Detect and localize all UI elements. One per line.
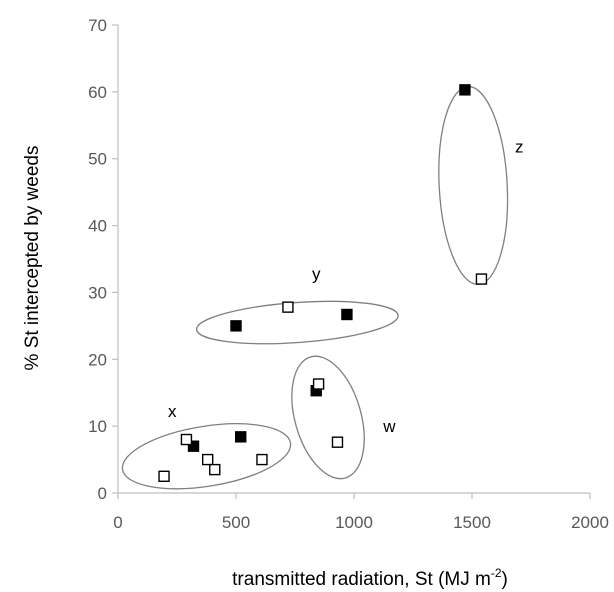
y-tick-label: 60 (88, 83, 107, 102)
x-tick-label: 0 (113, 513, 122, 532)
y-tick-label: 10 (88, 417, 107, 436)
data-points (158, 84, 488, 482)
data-point-open (256, 453, 268, 466)
group-ellipse-x (121, 423, 292, 490)
x-tick-label: 1500 (453, 513, 491, 532)
x-axis-title: transmitted radiation, St (MJ m-2) (232, 566, 508, 590)
group-label-z: z (515, 138, 524, 157)
group-label-y: y (312, 265, 321, 284)
group-ellipses (121, 85, 509, 490)
x-tick-label: 2000 (571, 513, 609, 532)
x-tick-label: 500 (222, 513, 250, 532)
data-point-open (331, 436, 344, 448)
data-point-filled (341, 308, 353, 321)
y-tick-label: 40 (88, 217, 107, 236)
group-ellipse-w (291, 355, 365, 480)
y-tick-label: 50 (88, 150, 107, 169)
y-axis-title: % St intercepted by weeds (22, 146, 43, 371)
y-tick-label: 30 (88, 283, 107, 302)
axes (112, 24, 591, 499)
y-tick-label: 0 (98, 484, 107, 503)
data-point-filled (235, 431, 247, 443)
data-point-open (158, 470, 170, 482)
y-tick-label: 20 (88, 350, 107, 369)
group-labels: x y w z (168, 138, 523, 436)
y-tick-label: 70 (88, 16, 107, 35)
data-point-filled (459, 84, 471, 96)
group-label-x: x (168, 402, 177, 421)
tick-labels: 0 10 20 30 40 50 60 70 0 500 1000 1500 2000 (88, 16, 609, 532)
group-ellipse-y (195, 300, 399, 345)
data-point-open (475, 273, 488, 285)
data-point-filled (230, 320, 242, 332)
data-point-open (282, 301, 294, 313)
data-point-open (312, 378, 325, 390)
group-label-w: w (382, 417, 396, 436)
data-point-open (180, 433, 193, 446)
data-point-open (201, 453, 214, 466)
x-tick-label: 1000 (335, 513, 373, 532)
data-point-open (209, 463, 221, 476)
data-point-filled (187, 440, 200, 452)
group-ellipse-z (438, 85, 509, 285)
